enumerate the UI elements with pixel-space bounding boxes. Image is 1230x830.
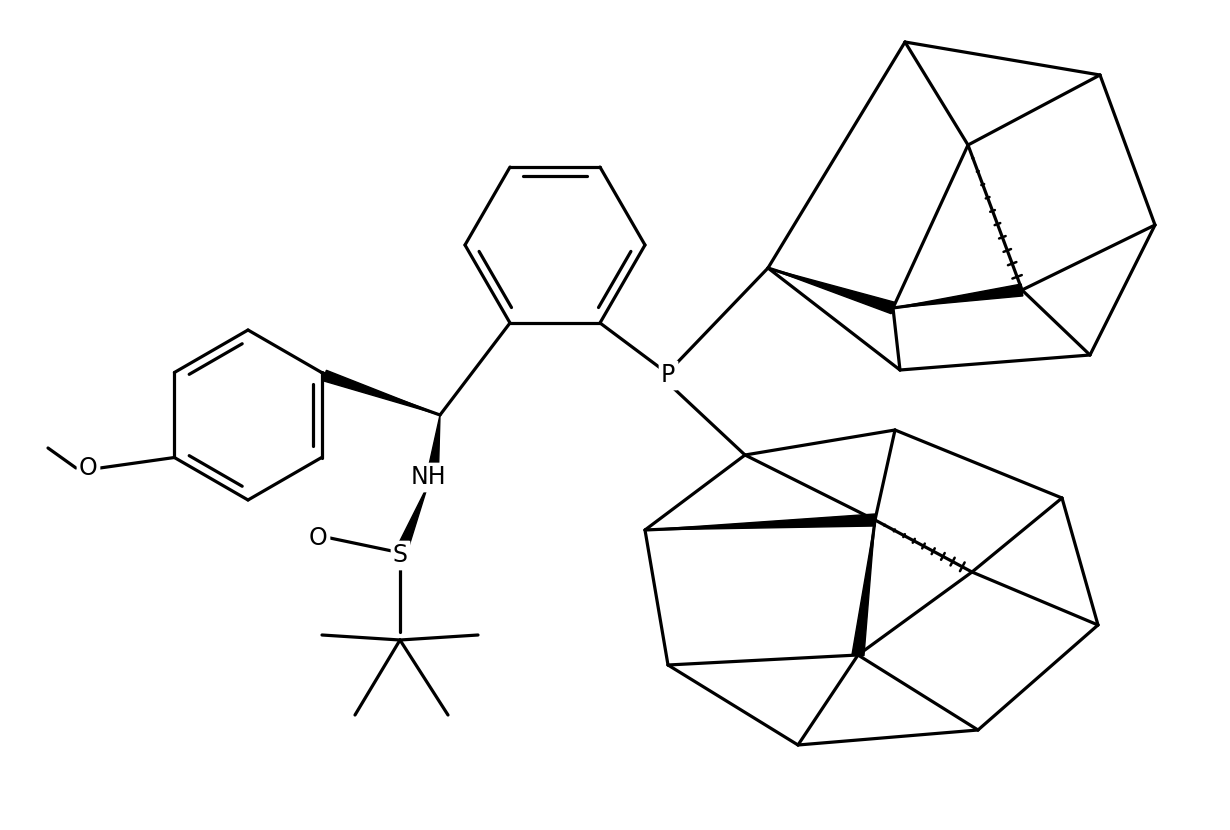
Text: O: O [309,526,327,550]
Text: P: P [661,363,675,387]
Polygon shape [768,268,895,314]
Polygon shape [428,415,440,472]
Polygon shape [645,514,876,530]
Text: S: S [392,543,407,567]
Polygon shape [397,485,428,549]
Text: S: S [392,543,407,567]
Text: O: O [79,456,97,480]
Text: NH: NH [410,465,445,489]
Polygon shape [893,284,1023,308]
Text: O: O [309,526,327,550]
Polygon shape [852,520,875,656]
Polygon shape [322,370,440,415]
Text: O: O [79,456,97,480]
Text: P: P [661,363,675,387]
Text: NH: NH [410,465,445,489]
